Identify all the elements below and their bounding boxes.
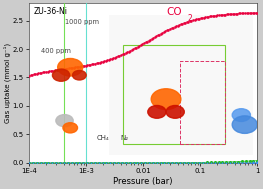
Circle shape [73,70,86,80]
Text: 400 ppm: 400 ppm [41,48,70,54]
Text: N₂: N₂ [120,135,129,141]
Bar [180,61,225,144]
Circle shape [148,105,166,118]
Circle shape [232,109,250,122]
Circle shape [58,58,83,76]
Text: CO: CO [166,7,182,17]
Circle shape [232,116,257,133]
Text: CH₄: CH₄ [97,135,109,141]
Text: 1000 ppm: 1000 ppm [64,19,99,25]
Circle shape [63,123,78,133]
X-axis label: Pressure (bar): Pressure (bar) [113,177,173,186]
Circle shape [166,105,184,118]
Circle shape [56,115,73,127]
Y-axis label: Gas uptake (mmol g⁻¹): Gas uptake (mmol g⁻¹) [3,43,11,123]
Circle shape [52,69,70,81]
Circle shape [151,89,181,109]
Bar [123,45,225,144]
Bar [109,15,253,155]
Text: 2: 2 [188,14,193,23]
Text: ZU-36-Ni: ZU-36-Ni [34,7,68,16]
